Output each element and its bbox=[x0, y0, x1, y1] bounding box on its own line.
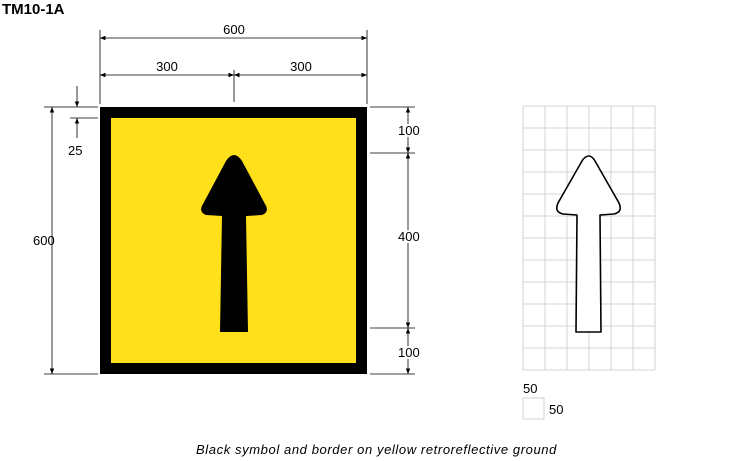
symbol-height-label: 400 bbox=[398, 229, 420, 244]
height-dimensions bbox=[44, 86, 98, 375]
border-width-label: 25 bbox=[68, 143, 82, 158]
half-width-left-label: 300 bbox=[156, 59, 178, 74]
top-margin-label: 100 bbox=[398, 123, 420, 138]
sign-caption: Black symbol and border on yellow retror… bbox=[196, 442, 557, 457]
layout-grid bbox=[522, 105, 656, 371]
width-dimensions bbox=[99, 30, 368, 104]
grid-cell-height-label: 50 bbox=[523, 381, 537, 396]
arrow-up-outline-icon bbox=[556, 155, 621, 333]
symbol-dimensions bbox=[370, 106, 415, 375]
sign-code-title: TM10-1A bbox=[2, 1, 65, 18]
half-width-right-label: 300 bbox=[290, 59, 312, 74]
overall-width-label: 600 bbox=[223, 22, 245, 37]
arrow-up-icon bbox=[201, 155, 267, 332]
grid-scale-cell bbox=[522, 397, 545, 420]
overall-height-label: 600 bbox=[33, 233, 55, 248]
sign bbox=[100, 107, 367, 374]
bottom-margin-label: 100 bbox=[398, 345, 420, 360]
grid-cell-width-label: 50 bbox=[549, 402, 563, 417]
